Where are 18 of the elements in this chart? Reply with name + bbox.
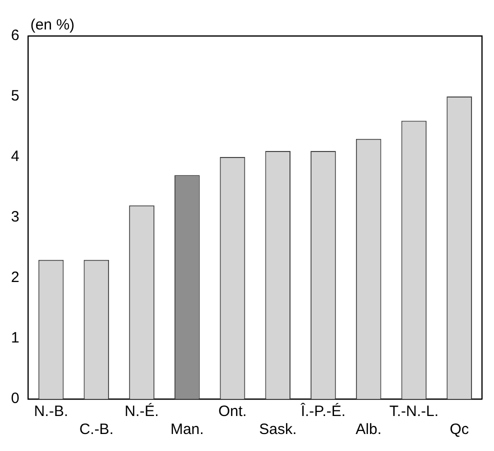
x-tick-label: C.-B. [79,421,114,438]
y-tick-label: 3 [11,208,20,226]
x-tick-label: N.-B. [34,403,68,420]
y-tick-label: 4 [11,148,20,166]
x-tick-label: N.-É. [124,402,159,420]
x-tick-label: Ont. [218,403,247,420]
x-tick-label: Î.-P.-É. [300,402,346,420]
y-tick-label: 5 [11,88,20,105]
x-tick-label: Alb. [356,421,382,438]
y-tick-label: 2 [11,269,20,286]
y-tick-label: 0 [11,390,20,408]
y-axis-title: (en %) [30,16,75,34]
y-tick-label: 1 [11,330,20,347]
x-tick-label: Sask. [259,421,297,438]
x-tick-label: T.-N.-L. [389,403,439,420]
x-tick-label: Man. [170,421,204,438]
y-tick-label: 6 [11,27,20,44]
x-tick-label: Qc [450,421,470,438]
